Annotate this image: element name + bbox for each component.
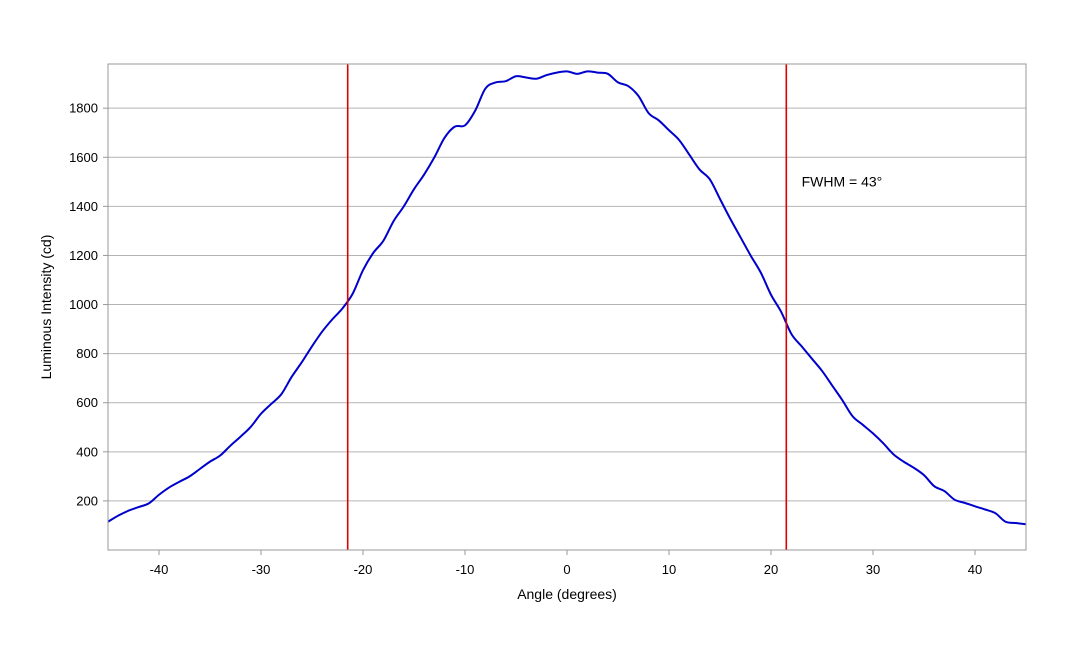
grid-lines (108, 107, 1026, 502)
intensity-series-line (107, 70, 1027, 526)
series-layer (107, 70, 1027, 526)
x-axis-ticks: -40 -30 -20 -10 0 10 20 30 40 (150, 550, 982, 577)
x-axis-title: Angle (degrees) (517, 586, 617, 602)
y-axis-title: Luminous Intensity (cd) (38, 235, 54, 380)
y-tick-label: 1800 (69, 101, 98, 116)
y-tick-label: 600 (76, 395, 98, 410)
fwhm-markers (346, 64, 788, 550)
x-tick-label: -30 (252, 562, 271, 577)
x-tick-label: -40 (150, 562, 169, 577)
x-tick-label: 20 (764, 562, 778, 577)
y-tick-label: 1600 (69, 150, 98, 165)
annotations: FWHM = 43° (802, 174, 883, 190)
x-tick-label: 0 (563, 562, 570, 577)
plot-frame (107, 63, 1027, 551)
x-tick-label: -10 (456, 562, 475, 577)
x-tick-label: 10 (662, 562, 676, 577)
x-tick-label: 40 (968, 562, 982, 577)
y-axis-ticks: 200 400 600 800 1000 1200 1400 1600 1800 (69, 101, 108, 508)
y-tick-label: 400 (76, 444, 98, 459)
y-tick-label: 200 (76, 493, 98, 508)
y-tick-label: 800 (76, 346, 98, 361)
y-tick-label: 1200 (69, 248, 98, 263)
y-tick-label: 1000 (69, 297, 98, 312)
fwhm-annotation: FWHM = 43° (802, 174, 883, 190)
y-tick-label: 1400 (69, 199, 98, 214)
x-tick-label: -20 (354, 562, 373, 577)
x-tick-label: 30 (866, 562, 880, 577)
